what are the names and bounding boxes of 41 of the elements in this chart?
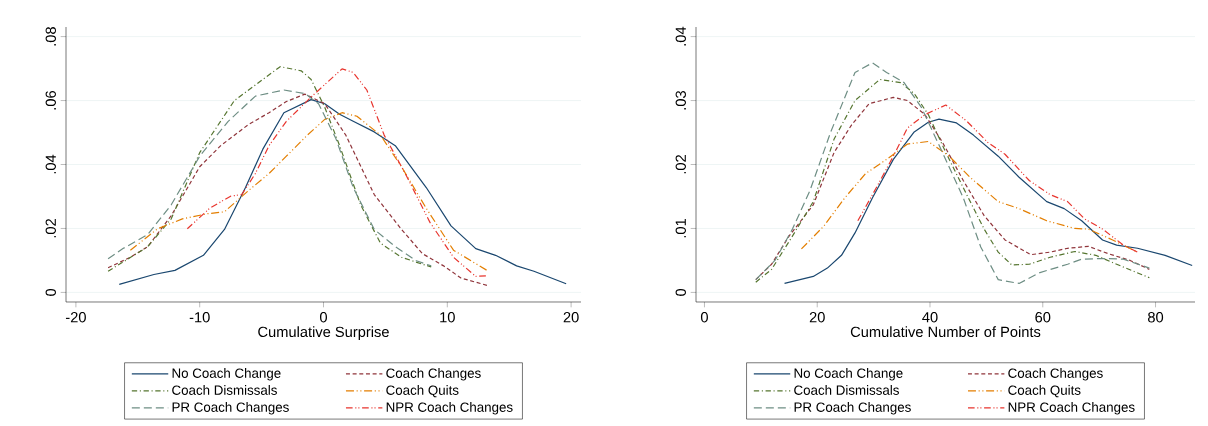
x-tick-label: -10 (189, 312, 210, 323)
y-tick-label: .06 (45, 91, 56, 110)
line-series (857, 104, 1139, 253)
legend-label: Coach Changes (1008, 368, 1103, 381)
legend-label: Coach Dismissals (794, 385, 899, 395)
legend-label: No Coach Change (172, 368, 281, 381)
legend-label: Coach Quits (1008, 385, 1081, 398)
x-tick-label: 20 (809, 312, 825, 323)
legend-label: Coach Changes (386, 368, 481, 381)
legend-label: Coach Dismissals (172, 385, 277, 395)
y-tick-label: 0 (45, 288, 56, 296)
x-tick-label: 10 (440, 312, 455, 323)
line-series (800, 140, 1139, 253)
x-tick-label: 20 (563, 312, 579, 323)
y-tick-label: .02 (675, 155, 686, 174)
x-tick-label: 0 (319, 312, 327, 323)
x-axis-title: Cumulative Surprise (258, 326, 389, 340)
x-tick-label: -20 (65, 312, 86, 323)
legend-label: No Coach Change (794, 368, 903, 381)
x-tick-label: 40 (922, 312, 938, 323)
legend-label: PR Coach Changes (794, 402, 911, 415)
legend-label: NPR Coach Changes (1008, 402, 1135, 415)
y-tick-label: .02 (45, 218, 56, 238)
line-series (129, 112, 488, 271)
y-tick-label: .04 (675, 26, 686, 46)
y-tick-label: .08 (45, 27, 56, 46)
line-series (783, 118, 1193, 285)
y-tick-label: .01 (675, 218, 686, 238)
line-series (186, 68, 488, 278)
legend-label: PR Coach Changes (172, 402, 289, 415)
legend-label: NPR Coach Changes (386, 402, 513, 415)
legend-label: Coach Quits (386, 385, 459, 398)
line-series (107, 93, 490, 287)
x-tick-label: 80 (1148, 312, 1164, 323)
x-axis-title: Cumulative Number of Points (850, 326, 1041, 338)
y-tick-label: 0 (675, 288, 686, 296)
line-series (118, 98, 567, 286)
y-tick-label: .03 (675, 91, 686, 110)
x-tick-label: 0 (700, 312, 708, 323)
y-tick-label: .04 (45, 154, 56, 174)
x-tick-label: 60 (1035, 312, 1051, 323)
